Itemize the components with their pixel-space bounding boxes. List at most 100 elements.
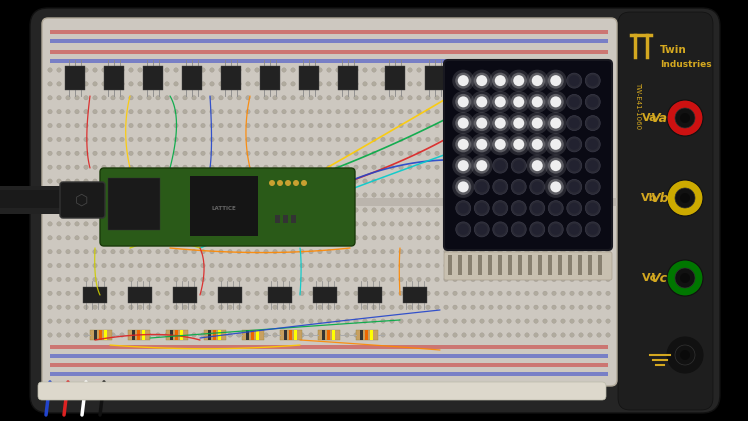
Circle shape (120, 333, 124, 337)
Circle shape (381, 319, 385, 323)
Circle shape (264, 123, 269, 128)
Circle shape (606, 333, 610, 337)
Circle shape (551, 160, 561, 171)
Bar (360, 330, 363, 340)
Circle shape (309, 68, 313, 72)
Circle shape (570, 96, 574, 100)
Circle shape (667, 100, 703, 136)
Circle shape (390, 333, 394, 337)
Circle shape (102, 264, 106, 268)
Circle shape (111, 123, 115, 128)
Circle shape (527, 133, 548, 155)
Circle shape (507, 96, 511, 100)
Circle shape (75, 193, 79, 197)
Circle shape (525, 208, 529, 212)
Circle shape (516, 137, 520, 141)
Circle shape (363, 123, 367, 128)
Circle shape (246, 333, 250, 337)
Circle shape (588, 208, 592, 212)
Circle shape (318, 333, 322, 337)
Circle shape (507, 82, 511, 86)
Circle shape (552, 151, 557, 155)
Circle shape (66, 222, 70, 226)
Circle shape (309, 179, 313, 183)
Circle shape (390, 96, 394, 100)
Circle shape (309, 208, 313, 212)
Circle shape (561, 193, 565, 197)
Circle shape (552, 208, 557, 212)
Circle shape (570, 193, 574, 197)
Circle shape (444, 68, 448, 72)
Circle shape (129, 165, 133, 169)
Circle shape (381, 179, 385, 183)
Text: TW-E41-1060: TW-E41-1060 (635, 82, 641, 129)
Circle shape (147, 179, 151, 183)
Circle shape (530, 136, 545, 152)
Circle shape (525, 151, 529, 155)
Circle shape (507, 137, 511, 141)
Circle shape (453, 137, 457, 141)
Circle shape (408, 250, 412, 254)
Circle shape (532, 181, 543, 192)
Circle shape (129, 222, 133, 226)
Circle shape (494, 117, 506, 129)
Circle shape (516, 291, 520, 296)
Bar (327, 330, 330, 340)
Circle shape (453, 291, 457, 296)
Circle shape (534, 291, 539, 296)
Circle shape (138, 68, 142, 72)
Circle shape (426, 68, 430, 72)
Circle shape (48, 291, 52, 296)
Circle shape (57, 179, 61, 183)
Circle shape (489, 69, 511, 92)
Circle shape (579, 277, 583, 282)
Circle shape (156, 179, 160, 183)
Circle shape (532, 96, 543, 107)
Circle shape (417, 137, 421, 141)
Circle shape (264, 319, 269, 323)
Circle shape (567, 179, 582, 195)
Circle shape (363, 333, 367, 337)
Circle shape (492, 94, 508, 110)
Circle shape (336, 193, 340, 197)
Circle shape (372, 250, 376, 254)
Circle shape (282, 179, 286, 183)
Circle shape (548, 73, 564, 89)
Circle shape (390, 179, 394, 183)
Circle shape (570, 319, 574, 323)
Circle shape (597, 179, 601, 183)
Circle shape (458, 224, 469, 235)
Circle shape (488, 319, 493, 323)
Circle shape (129, 333, 133, 337)
Circle shape (507, 305, 511, 309)
Circle shape (300, 68, 304, 72)
Circle shape (390, 151, 394, 155)
Circle shape (191, 68, 196, 72)
Circle shape (453, 319, 457, 323)
Bar (318, 330, 340, 340)
Circle shape (336, 82, 340, 86)
Circle shape (318, 222, 322, 226)
Circle shape (165, 305, 169, 309)
Circle shape (200, 165, 205, 169)
Circle shape (138, 222, 142, 226)
Circle shape (462, 222, 466, 226)
Circle shape (255, 137, 260, 141)
Bar (104, 66, 124, 90)
Circle shape (516, 277, 520, 282)
Circle shape (174, 319, 178, 323)
Circle shape (354, 236, 358, 240)
Circle shape (568, 96, 580, 107)
Circle shape (372, 165, 376, 169)
Circle shape (507, 264, 511, 268)
Circle shape (191, 208, 196, 212)
Circle shape (597, 151, 601, 155)
Circle shape (138, 291, 142, 296)
Circle shape (219, 165, 223, 169)
Circle shape (237, 222, 241, 226)
Circle shape (399, 151, 403, 155)
Circle shape (390, 208, 394, 212)
Circle shape (174, 137, 178, 141)
Circle shape (548, 115, 564, 131)
Circle shape (156, 277, 160, 282)
